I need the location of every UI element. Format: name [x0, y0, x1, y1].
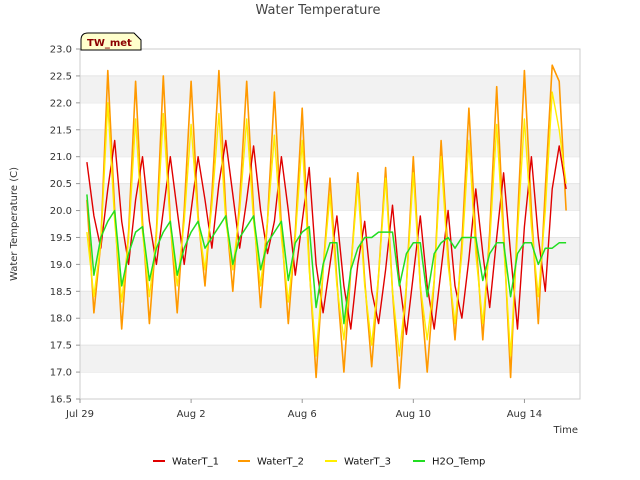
chart-title: Water Temperature: [256, 3, 381, 18]
x-tick-label: Aug 6: [288, 409, 317, 420]
x-tick-label: Aug 10: [396, 409, 431, 420]
x-axis-ticks: Jul 29 Aug 2 Aug 6 Aug 10 Aug 14: [65, 399, 542, 420]
grid-band: [80, 75, 580, 103]
plot-frame: [79, 48, 581, 400]
x-tick-label: Aug 2: [177, 409, 206, 420]
y-tick-label: 18.5: [50, 287, 72, 298]
plot-background: [80, 49, 580, 399]
y-tick-label: 19.0: [50, 260, 72, 271]
y-axis-ticks: 16.5 17.0 17.5 18.0 18.5 19.0 19.5 20.0 20.5 21.0…: [50, 45, 80, 406]
y-tick-label: 17.5: [50, 341, 72, 352]
legend-label: WaterT_1: [172, 457, 219, 468]
x-tick-label: Aug 14: [507, 409, 542, 420]
y-tick-label: 17.0: [50, 368, 72, 379]
grid-band: [80, 345, 580, 373]
site-badge-shape: [80, 32, 142, 51]
grid-band: [80, 291, 580, 319]
series-layer: [86, 64, 567, 389]
grid-band: [80, 129, 580, 157]
plot-area: [79, 48, 581, 400]
site-badge-label: TW_met: [87, 38, 132, 49]
y-tick-label: 16.5: [50, 395, 72, 406]
y-tick-label: 20.5: [50, 179, 72, 190]
y-tick-label: 23.0: [50, 45, 72, 56]
legend-label: WaterT_2: [257, 457, 304, 468]
y-tick-label: 20.0: [50, 206, 72, 217]
site-badge: TW_met: [80, 32, 142, 51]
x-tick-label: Jul 29: [65, 409, 94, 420]
y-axis-label: Water Temperature (C): [9, 167, 20, 281]
y-tick-label: 21.5: [50, 125, 72, 136]
y-tick-label: 18.0: [50, 314, 72, 325]
series-line-watert-3: [86, 91, 567, 357]
y-tick-label: 21.0: [50, 152, 72, 163]
y-tick-label: 22.5: [50, 71, 72, 82]
x-axis-label: Time: [553, 425, 578, 436]
legend: WaterT_1 WaterT_2 WaterT_3 H2O_Temp: [153, 457, 485, 468]
y-tick-label: 22.0: [50, 98, 72, 109]
grid-bands: [80, 48, 580, 373]
legend-label: H2O_Temp: [432, 457, 485, 468]
series-line-h2o-temp: [86, 194, 567, 325]
y-tick-label: 19.5: [50, 233, 72, 244]
legend-label: WaterT_3: [344, 457, 391, 468]
